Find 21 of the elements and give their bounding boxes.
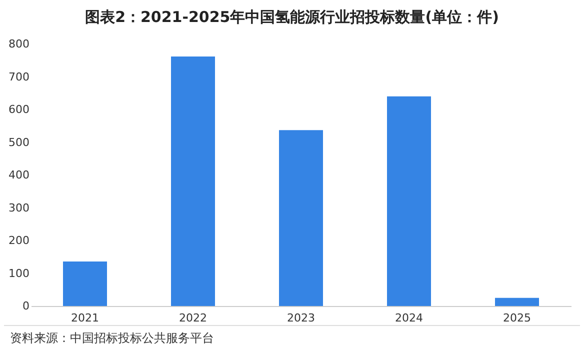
x-tick-label: 2024: [395, 312, 423, 324]
text: 资料来源：中国招标投标公共服务平台: [4, 325, 580, 347]
bar: [171, 56, 215, 306]
bar: [387, 96, 431, 306]
bar: [279, 130, 323, 306]
chart-title: 图表2：2021-2025年中国氢能源行业招投标数量(单位：件): [84, 7, 500, 28]
x-tick-label: 2021: [71, 312, 99, 324]
x-tick-label: 2023: [287, 312, 315, 324]
bar: [495, 298, 539, 306]
y-tick-label: 700: [8, 70, 30, 84]
y-tick-label: 400: [8, 168, 30, 182]
y-tick-label: 100: [8, 266, 30, 280]
x-tick-label: 2025: [503, 312, 531, 324]
y-tick-label: 300: [8, 201, 30, 214]
y-tick-label: 600: [8, 103, 30, 116]
y-tick-label: 200: [8, 234, 30, 247]
y-tick-label: 500: [8, 136, 30, 149]
y-tick-label: 0: [22, 300, 30, 312]
bar: [63, 261, 107, 306]
x-tick-label: 2022: [179, 312, 207, 324]
y-tick-label: 800: [8, 38, 30, 50]
